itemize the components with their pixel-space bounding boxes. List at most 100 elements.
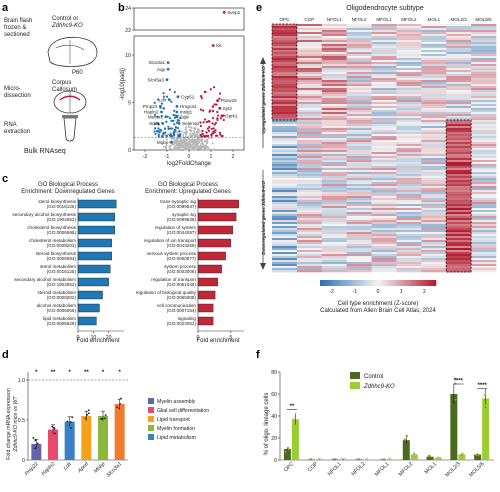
heatmap-cell (272, 200, 298, 203)
up-point (206, 134, 210, 138)
heatmap-cell (446, 36, 472, 39)
colorbar-segment (363, 280, 367, 286)
heatmap-cell (296, 198, 323, 201)
heatmap-cell (396, 120, 422, 123)
heatmap-cell (446, 110, 472, 113)
heatmap-cell (446, 224, 472, 227)
heatmap-cell (296, 178, 323, 181)
go-up-chart: trans-synaptic sig(GO:0099537)synaptic s… (136, 198, 244, 341)
replicate-point (293, 417, 296, 420)
heatmap-cell (272, 44, 298, 47)
ns-point (184, 131, 187, 134)
heatmap-cell (296, 174, 323, 177)
ns-point (179, 137, 182, 140)
proportion-bar (283, 449, 291, 460)
heatmap-cell (446, 228, 472, 231)
heatmap-cell (346, 242, 372, 245)
heatmap-cell (346, 92, 372, 95)
heatmap-cell (272, 114, 298, 117)
heatmap-cell (371, 164, 397, 167)
heatmap-cell (396, 50, 422, 53)
heatmap-cell (396, 220, 422, 223)
heatmap-cell (272, 84, 298, 87)
heatmap-cell (421, 252, 447, 255)
heatmap-cell (471, 184, 497, 187)
go-up-title-line-2: Enrichment: Upregulated Genes (145, 189, 231, 195)
replicate-point (317, 458, 320, 461)
heatmap-cell (371, 76, 397, 79)
heatmap-cell (396, 70, 422, 73)
heatmap-column-label: NFOL2 (352, 17, 367, 22)
heatmap-cell (371, 174, 397, 177)
heatmap-cell (272, 266, 298, 269)
heatmap-cell (371, 222, 397, 225)
heatmap-cell (421, 172, 447, 175)
up-point (200, 96, 203, 100)
heatmap-cell (346, 88, 372, 91)
heatmap-cell (471, 216, 497, 219)
heatmap-cell (272, 232, 298, 235)
heatmap-cell (346, 186, 372, 189)
legend-label: Control (364, 374, 383, 380)
heatmap-cell (272, 140, 298, 143)
genotype-line-1: Control or (52, 16, 78, 22)
labeled-point (166, 67, 170, 71)
gene-label: Pmp22 (143, 104, 158, 109)
go-term-id: (GO:0023052) (167, 321, 197, 326)
heatmap-cell (272, 124, 298, 127)
heatmap-column-label: NFOL1 (327, 17, 342, 22)
heatmap-cell (396, 126, 422, 129)
heatmap-cell (421, 120, 447, 123)
colorbar-segment (415, 280, 419, 286)
legend-label: Lipid metabolism (157, 435, 196, 441)
gene-label: Syt2 (223, 106, 233, 111)
proportion-bar (402, 440, 410, 460)
heatmap-cell (321, 238, 347, 241)
down-point (176, 119, 180, 122)
heatmap-cell (471, 200, 497, 203)
heatmap-cell (321, 256, 347, 259)
ns-point (181, 146, 184, 149)
heatmap-cell (296, 186, 323, 189)
up-point (202, 109, 205, 112)
replicate-point (104, 417, 106, 420)
heatmap-cell (471, 156, 497, 159)
heatmap-cell (471, 116, 497, 119)
ns-point (200, 138, 203, 141)
colorbar-tick-label: -2 (329, 289, 334, 295)
heatmap-cell (396, 198, 422, 201)
replicate-point (84, 417, 87, 420)
heatmap-cell (471, 162, 497, 165)
heatmap-cell (346, 268, 372, 271)
heatmap-cell (371, 150, 397, 153)
colorbar-segment (331, 280, 335, 286)
down-point (160, 114, 163, 118)
heatmap-cell (396, 56, 422, 59)
subtype-tick-label: MFOL1 (374, 461, 391, 478)
heatmap-cell (421, 130, 447, 133)
heatmap-cell (396, 84, 422, 87)
heatmap-cell (321, 82, 347, 85)
heatmap-cell (421, 234, 447, 237)
opc-highlight-box (271, 23, 298, 121)
labeled-point (218, 106, 222, 110)
heatmap-cell (421, 202, 447, 205)
up-point (211, 116, 215, 120)
heatmap-cell (296, 246, 323, 249)
colorbar-tick-label: 1 (400, 289, 403, 295)
heatmap-cell (396, 66, 422, 69)
gene-label: Cyp51 (181, 94, 195, 99)
heatmap-cell (321, 206, 347, 209)
heatmap-cell (296, 58, 323, 61)
ns-point (176, 146, 179, 149)
heatmap-cell (371, 58, 397, 61)
heatmap-cell (396, 146, 422, 149)
heatmap-cell (446, 160, 472, 163)
up-point (211, 109, 215, 113)
heatmap-cell (321, 248, 347, 251)
heatmap-cell (321, 64, 347, 67)
heatmap-cell (296, 72, 323, 75)
heatmap-cell (272, 56, 298, 59)
heatmap-cell (371, 228, 397, 231)
heatmap-cell (396, 166, 422, 169)
